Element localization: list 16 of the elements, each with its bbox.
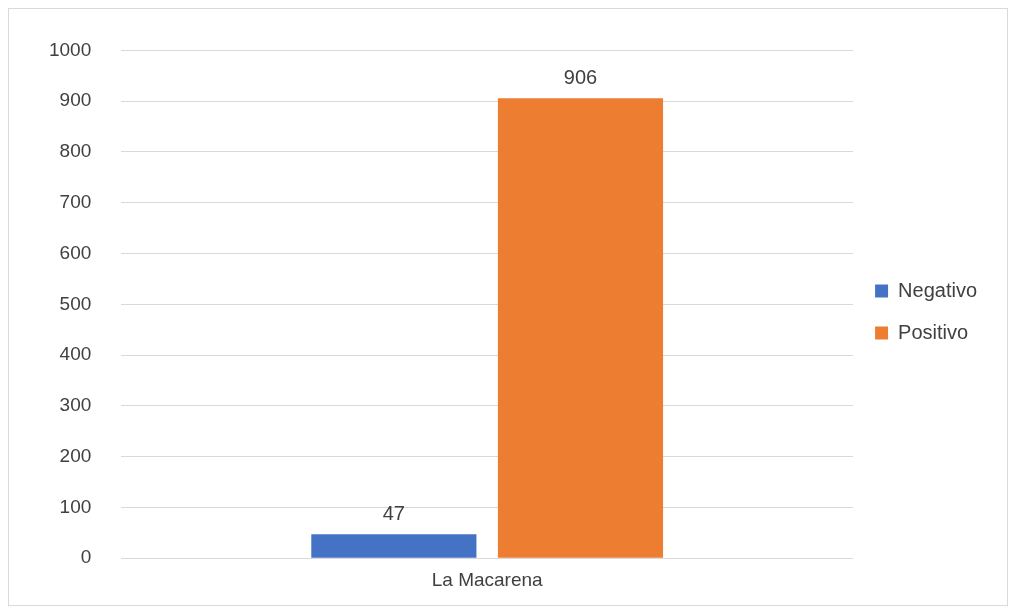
data-label: 47 [382,501,405,524]
y-tick-label: 200 [59,444,92,466]
y-tick-label: 700 [59,190,92,212]
data-label: 906 [563,65,598,88]
y-tick-label: 0 [80,546,92,568]
y-tick-label: 400 [59,343,92,365]
legend-label: Positivo [898,320,969,343]
y-tick-label: 1000 [48,38,92,60]
y-tick-label: 600 [59,241,92,263]
y-tick-label: 100 [59,495,92,517]
y-tick-label: 900 [59,89,92,111]
y-tick-label: 800 [59,140,92,162]
y-tick-label: 500 [59,292,92,314]
x-tick-label: La Macarena [431,568,544,590]
legend-label: Negativo [898,278,977,301]
y-tick-label: 300 [59,394,92,416]
